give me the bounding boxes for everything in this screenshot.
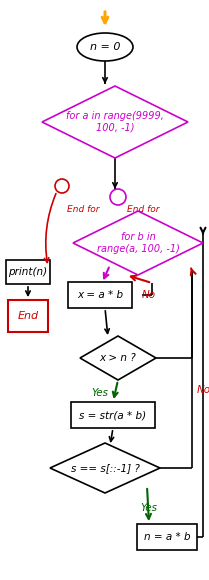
Text: No: No xyxy=(197,385,209,395)
Text: for a in range(9999,
100, -1): for a in range(9999, 100, -1) xyxy=(66,111,164,133)
Polygon shape xyxy=(50,443,160,493)
Text: s = str(a * b): s = str(a * b) xyxy=(79,410,147,420)
Text: Yes: Yes xyxy=(140,503,158,513)
Polygon shape xyxy=(80,336,156,380)
Text: x > n ?: x > n ? xyxy=(100,353,136,363)
Polygon shape xyxy=(42,86,188,158)
Ellipse shape xyxy=(77,33,133,61)
Polygon shape xyxy=(73,211,203,275)
Text: print(n): print(n) xyxy=(8,267,48,277)
Text: End: End xyxy=(17,311,39,321)
Text: x = a * b: x = a * b xyxy=(77,290,123,300)
Text: s == s[::-1] ?: s == s[::-1] ? xyxy=(71,463,139,473)
FancyBboxPatch shape xyxy=(137,524,197,550)
Text: No: No xyxy=(142,290,156,300)
FancyBboxPatch shape xyxy=(68,282,132,308)
Text: Yes: Yes xyxy=(92,388,108,398)
Text: n = 0: n = 0 xyxy=(90,42,120,52)
Text: for b in
range(a, 100, -1): for b in range(a, 100, -1) xyxy=(97,232,180,254)
Text: End for: End for xyxy=(127,205,159,214)
Text: End for: End for xyxy=(67,205,99,214)
FancyBboxPatch shape xyxy=(71,402,155,428)
FancyBboxPatch shape xyxy=(6,260,50,284)
FancyBboxPatch shape xyxy=(8,300,48,332)
Text: n = a * b: n = a * b xyxy=(144,532,190,542)
